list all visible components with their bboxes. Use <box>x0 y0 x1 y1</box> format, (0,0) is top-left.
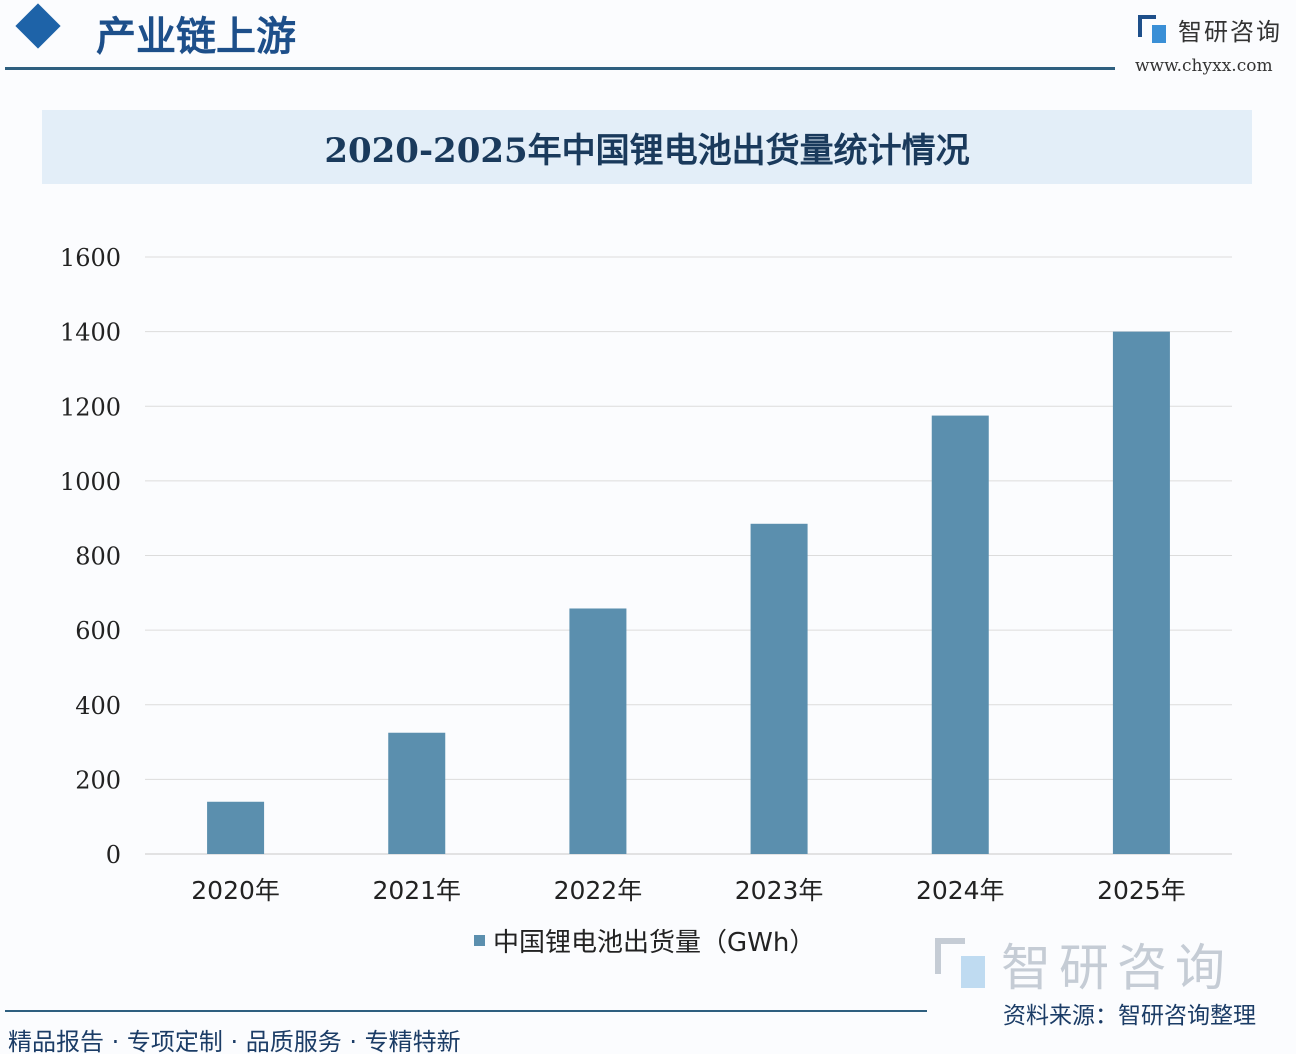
logo-text: 智研咨询 <box>1178 18 1282 46</box>
bar <box>750 523 808 854</box>
bar <box>388 732 446 854</box>
y-tick-label: 1600 <box>60 244 121 272</box>
legend-label: 中国锂电池出货量（GWh） <box>493 928 816 958</box>
brand-logo: 智研咨询 <box>1138 12 1282 47</box>
slogan: 精品报告 · 专项定制 · 品质服务 · 专精特新 <box>8 1028 461 1054</box>
chart-title: 2020-2025年中国锂电池出货量统计情况 <box>324 130 970 171</box>
watermark-logo: 智研咨询 <box>935 928 1233 1000</box>
y-tick-label: 600 <box>75 617 121 645</box>
y-tick-label: 0 <box>106 841 121 869</box>
bar <box>931 415 989 854</box>
x-tick-label: 2022年 <box>554 876 643 905</box>
y-tick-label: 1000 <box>60 468 121 496</box>
section-title: 产业链上游 <box>96 13 296 60</box>
header-divider <box>5 67 1115 70</box>
x-tick-label: 2024年 <box>916 876 1005 905</box>
bar <box>1112 331 1170 854</box>
website: www.chyxx.com <box>1135 56 1273 76</box>
y-tick-label: 200 <box>75 766 121 794</box>
x-tick-label: 2020年 <box>191 876 280 905</box>
legend: 中国锂电池出货量（GWh） <box>474 922 815 959</box>
x-tick-label: 2025年 <box>1097 876 1186 905</box>
x-tick-label: 2023年 <box>735 876 824 905</box>
y-tick-label: 800 <box>75 543 121 571</box>
source-note: 资料来源：智研咨询整理 <box>1003 1003 1256 1029</box>
y-tick-label: 400 <box>75 692 121 720</box>
legend-swatch <box>474 935 485 946</box>
footer-divider <box>5 1010 927 1012</box>
bar <box>569 608 627 854</box>
y-tick-label: 1400 <box>60 319 121 347</box>
bar <box>207 801 265 854</box>
logo-icon <box>1138 14 1168 45</box>
x-tick-label: 2021年 <box>372 876 461 905</box>
watermark-logo-icon <box>935 938 987 990</box>
chart-title-band: 2020-2025年中国锂电池出货量统计情况 <box>42 110 1252 184</box>
watermark-text: 智研咨询 <box>1001 939 1233 997</box>
y-tick-label: 1200 <box>60 393 121 421</box>
